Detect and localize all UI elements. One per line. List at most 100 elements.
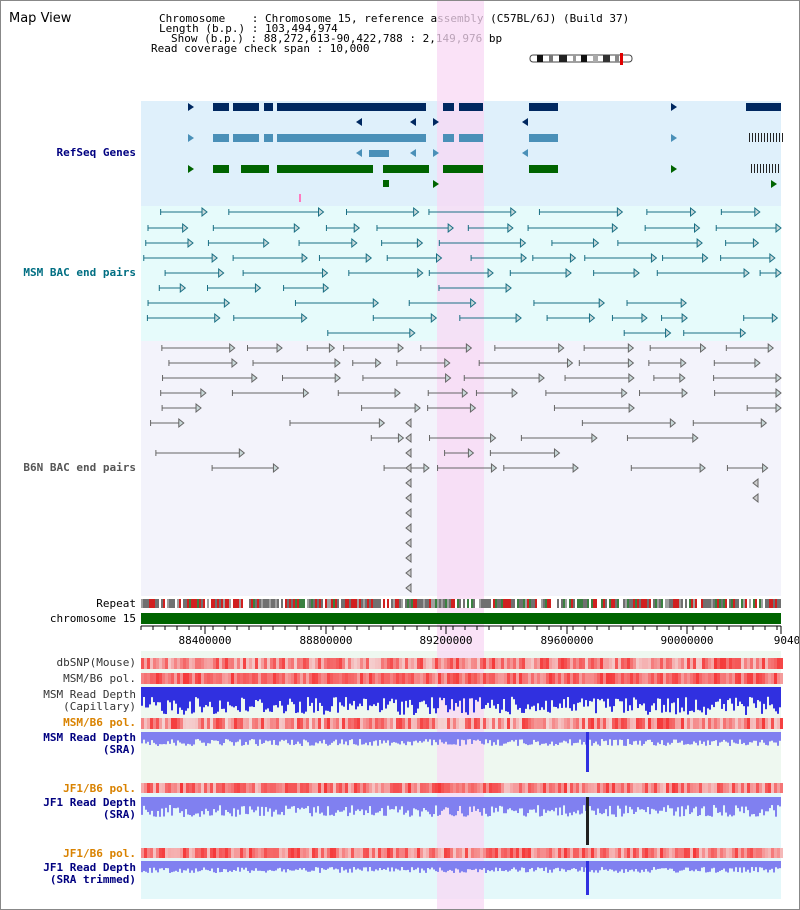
depth-bar bbox=[753, 732, 755, 741]
depth-bar bbox=[429, 861, 431, 870]
depth-bar bbox=[363, 861, 365, 868]
bac-end-arrow bbox=[775, 222, 782, 234]
heat-cell bbox=[177, 848, 180, 858]
depth-bar bbox=[657, 861, 659, 869]
depth-bar bbox=[727, 797, 729, 817]
depth-bar bbox=[637, 861, 639, 872]
depth-bar bbox=[633, 732, 635, 742]
depth-bar bbox=[243, 687, 245, 699]
heat-cell bbox=[402, 848, 405, 858]
heat-cell bbox=[165, 848, 168, 858]
heat-cell bbox=[435, 673, 438, 684]
heat-cell bbox=[294, 783, 297, 793]
heat-cell bbox=[222, 718, 225, 729]
heat-cell bbox=[156, 658, 159, 669]
heat-cell bbox=[741, 658, 744, 669]
repeat-segment bbox=[499, 599, 501, 608]
repeat-segment bbox=[245, 599, 247, 608]
gene-strand-arrow bbox=[671, 165, 677, 173]
b6n-bac-label[interactable]: B6N BAC end pairs bbox=[23, 461, 136, 474]
heat-cell bbox=[660, 848, 663, 858]
msm-read-depth-capillary-label[interactable]: MSM Read Depth bbox=[43, 688, 136, 701]
depth-bar bbox=[567, 732, 569, 744]
jf1-read-depth-sra-label[interactable]: JF1 Read Depth bbox=[43, 796, 136, 809]
depth-bar bbox=[579, 861, 581, 871]
dbsnp-label[interactable]: dbSNP(Mouse) bbox=[56, 656, 136, 669]
depth-bar bbox=[613, 797, 615, 815]
heat-cell bbox=[510, 848, 513, 858]
bac-end-arrow bbox=[182, 222, 189, 234]
repeat-segment bbox=[523, 599, 525, 608]
depth-bar bbox=[281, 797, 283, 812]
heat-cell bbox=[663, 718, 666, 729]
depth-bar bbox=[507, 861, 509, 872]
depth-bar bbox=[339, 861, 341, 873]
repeat-segment bbox=[189, 599, 191, 608]
heat-cell bbox=[417, 848, 420, 858]
depth-bar bbox=[743, 861, 745, 868]
depth-bar bbox=[333, 732, 335, 742]
ideogram-position-marker bbox=[620, 53, 623, 65]
msm-b6-pol-label[interactable]: MSM/B6 pol. bbox=[63, 672, 136, 685]
heat-cell bbox=[603, 718, 606, 729]
depth-bar bbox=[455, 732, 457, 745]
msm-read-depth-sra-label[interactable]: MSM Read Depth bbox=[43, 731, 136, 744]
heat-cell bbox=[297, 673, 300, 684]
heat-cell bbox=[720, 658, 723, 669]
refseq-genes-label[interactable]: RefSeq Genes bbox=[56, 146, 136, 159]
heat-cell bbox=[702, 783, 705, 793]
depth-bar bbox=[547, 861, 549, 873]
gene-block bbox=[213, 103, 229, 111]
heat-cell bbox=[255, 718, 258, 729]
depth-bar bbox=[741, 861, 743, 873]
heat-cell bbox=[252, 848, 255, 858]
heat-cell bbox=[213, 718, 216, 729]
repeat-segment bbox=[485, 599, 487, 608]
msm-bac-label[interactable]: MSM BAC end pairs bbox=[23, 266, 136, 279]
depth-bar bbox=[735, 687, 737, 698]
depth-bar bbox=[719, 732, 721, 743]
heat-cell bbox=[348, 673, 351, 684]
repeat-segment bbox=[497, 599, 499, 608]
heat-cell bbox=[777, 848, 780, 858]
depth-bar bbox=[259, 797, 261, 816]
jf1-read-depth-trimmed-label[interactable]: JF1 Read Depth bbox=[43, 861, 136, 874]
heat-cell bbox=[708, 783, 711, 793]
depth-bar bbox=[203, 732, 205, 743]
heat-cell bbox=[672, 673, 675, 684]
heat-cell bbox=[498, 658, 501, 669]
heat-cell bbox=[396, 783, 399, 793]
bac-end-arrow bbox=[681, 387, 688, 399]
depth-bar bbox=[179, 797, 181, 813]
gene-block bbox=[233, 134, 259, 142]
heat-cell bbox=[405, 783, 408, 793]
depth-bar bbox=[605, 797, 607, 810]
depth-bar bbox=[607, 861, 609, 871]
depth-bar bbox=[477, 797, 479, 809]
repeat-segment bbox=[323, 599, 325, 608]
depth-bar bbox=[467, 861, 469, 870]
depth-bar bbox=[305, 861, 307, 871]
depth-bar bbox=[645, 687, 647, 711]
heat-cell bbox=[531, 673, 534, 684]
chromosome-ideogram[interactable] bbox=[529, 53, 635, 65]
depth-bar bbox=[247, 732, 249, 745]
heat-cell bbox=[312, 783, 315, 793]
depth-bar bbox=[629, 687, 631, 706]
msm-b6-pol-sra-label[interactable]: MSM/B6 pol. bbox=[63, 716, 136, 729]
heat-cell bbox=[288, 783, 291, 793]
heat-cell bbox=[735, 673, 738, 684]
depth-bar bbox=[325, 797, 327, 816]
jf1-b6-pol-label[interactable]: JF1/B6 pol. bbox=[63, 782, 136, 795]
depth-bar bbox=[615, 797, 617, 817]
depth-bar bbox=[697, 687, 699, 710]
jf1-b6-pol-trimmed-label[interactable]: JF1/B6 pol. bbox=[63, 847, 136, 860]
repeat-segment bbox=[591, 599, 593, 608]
repeat-segment bbox=[361, 599, 363, 608]
heat-cell bbox=[582, 718, 585, 729]
depth-bar bbox=[583, 861, 585, 872]
repeat-segment bbox=[719, 599, 721, 608]
depth-bar bbox=[695, 861, 697, 870]
depth-bar bbox=[213, 797, 215, 810]
